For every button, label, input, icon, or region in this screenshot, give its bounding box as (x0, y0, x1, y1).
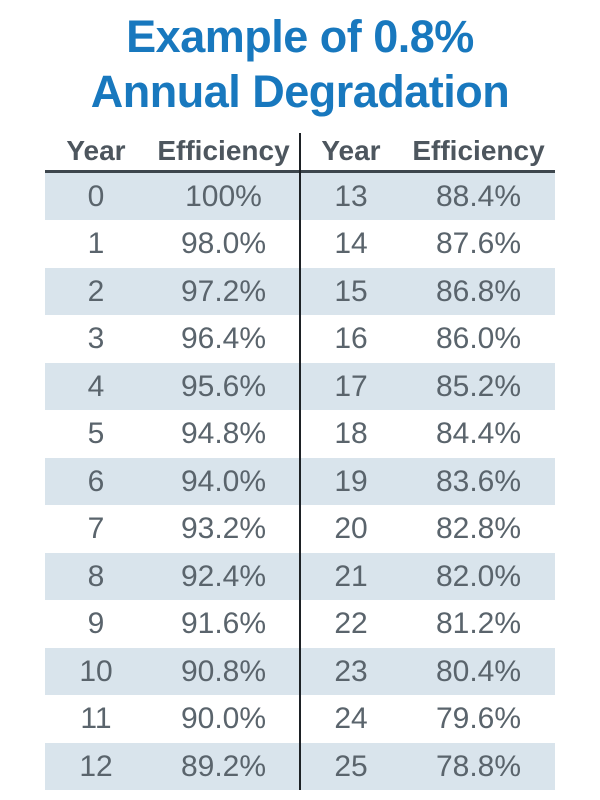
table-left-header-row: Year Efficiency (45, 133, 300, 173)
efficiency-cell: 95.6% (180, 369, 267, 403)
efficiency-cell: 83.6% (435, 464, 522, 498)
year-cell: 3 (87, 322, 105, 356)
table-right-header-row: Year Efficiency (300, 133, 555, 173)
year-cell: 22 (334, 607, 368, 641)
table-right-body: 13 88.4% 14 87.6% 15 86.8% 16 86.0% 17 85.2% 18 84.… (300, 172, 555, 791)
table-row: 11 90.0% (45, 695, 300, 743)
table-row: 1 98.0% (45, 220, 300, 268)
table-row: 8 92.4% (45, 552, 300, 601)
table-row: 3 96.4% (45, 315, 300, 363)
table-row: 22 81.2% (300, 600, 555, 648)
year-cell: 1 (87, 227, 105, 261)
year-cell: 10 (79, 654, 113, 688)
year-cell: 7 (87, 512, 105, 546)
efficiency-cell: 89.2% (180, 749, 267, 783)
efficiency-cell: 82.0% (435, 559, 522, 593)
table-divider-line (299, 132, 301, 791)
year-cell: 12 (79, 749, 113, 783)
efficiency-column-header: Efficiency (412, 135, 545, 167)
efficiency-cell: 96.4% (180, 322, 267, 356)
efficiency-cell: 79.6% (435, 702, 522, 736)
efficiency-cell: 98.0% (180, 227, 267, 261)
efficiency-cell: 86.0% (435, 322, 522, 356)
table-right-years-13-25: Year Efficiency 13 88.4% 14 87.6% 15 86.8% 16 8… (300, 133, 555, 791)
table-row: 21 82.0% (300, 552, 555, 601)
year-cell: 20 (334, 512, 368, 546)
year-cell: 18 (334, 417, 368, 451)
year-cell: 9 (87, 607, 105, 641)
year-cell: 25 (334, 749, 368, 783)
efficiency-cell: 97.2% (180, 274, 267, 308)
efficiency-cell: 80.4% (435, 654, 522, 688)
table-row: 6 94.0% (45, 457, 300, 506)
table-row: 19 83.6% (300, 457, 555, 506)
year-cell: 19 (334, 464, 368, 498)
year-cell: 6 (87, 464, 105, 498)
year-cell: 14 (334, 227, 368, 261)
efficiency-cell: 82.8% (435, 512, 522, 546)
table-row: 7 93.2% (45, 505, 300, 553)
table-row: 12 89.2% (45, 742, 300, 791)
table-row: 13 88.4% (300, 172, 555, 221)
year-column-header: Year (66, 135, 126, 167)
table-row: 24 79.6% (300, 695, 555, 743)
table-row: 20 82.8% (300, 505, 555, 553)
efficiency-cell: 100% (185, 179, 262, 213)
table-row: 9 91.6% (45, 600, 300, 648)
efficiency-cell: 88.4% (435, 179, 522, 213)
year-cell: 16 (334, 322, 368, 356)
table-row: 10 90.8% (45, 647, 300, 696)
table-row: 25 78.8% (300, 742, 555, 791)
efficiency-cell: 94.0% (180, 464, 267, 498)
year-cell: 24 (334, 702, 368, 736)
table-left-years-0-12: Year Efficiency 0 100% 1 98.0% 2 97.2% 3 96.4% 4… (45, 133, 300, 791)
efficiency-cell: 93.2% (180, 512, 267, 546)
efficiency-cell: 86.8% (435, 274, 522, 308)
efficiency-column-header: Efficiency (157, 135, 290, 167)
year-cell: 5 (87, 417, 105, 451)
year-cell: 21 (334, 559, 368, 593)
year-column-header: Year (321, 135, 381, 167)
table-row: 5 94.8% (45, 410, 300, 458)
efficiency-cell: 81.2% (435, 607, 522, 641)
year-cell: 17 (334, 369, 368, 403)
year-cell: 4 (87, 369, 105, 403)
table-left-body: 0 100% 1 98.0% 2 97.2% 3 96.4% 4 95.6% 5 94.8% 6 94.0… (45, 172, 300, 791)
year-cell: 11 (80, 702, 112, 736)
table-row: 23 80.4% (300, 647, 555, 696)
page-title-line-2: Annual Degradation (90, 65, 510, 117)
efficiency-cell: 90.0% (180, 702, 267, 736)
year-cell: 15 (334, 274, 368, 308)
year-cell: 13 (334, 179, 368, 213)
table-row: 2 97.2% (45, 267, 300, 316)
table-row: 14 87.6% (300, 220, 555, 268)
year-cell: 0 (87, 179, 105, 213)
table-row: 17 85.2% (300, 362, 555, 411)
table-row: 0 100% (45, 172, 300, 221)
efficiency-cell: 85.2% (435, 369, 522, 403)
page-title-line-1: Example of 0.8% (126, 11, 474, 62)
degradation-table: Year Efficiency 0 100% 1 98.0% 2 97.2% 3 96.4% 4… (45, 132, 555, 791)
table-row: 18 84.4% (300, 410, 555, 458)
efficiency-cell: 94.8% (180, 417, 267, 451)
year-cell: 23 (334, 654, 368, 688)
table-row: 4 95.6% (45, 362, 300, 411)
year-cell: 8 (87, 559, 105, 593)
page-title: Example of 0.8% Annual Degradation (0, 10, 600, 120)
efficiency-cell: 84.4% (435, 417, 522, 451)
efficiency-cell: 91.6% (180, 607, 267, 641)
table-row: 15 86.8% (300, 267, 555, 316)
degradation-infographic: Example of 0.8% Annual Degradation Year … (0, 10, 600, 800)
table-row: 16 86.0% (300, 315, 555, 363)
efficiency-cell: 78.8% (435, 749, 522, 783)
year-cell: 2 (87, 274, 105, 308)
efficiency-cell: 92.4% (180, 559, 267, 593)
efficiency-cell: 87.6% (435, 227, 522, 261)
efficiency-cell: 90.8% (180, 654, 267, 688)
